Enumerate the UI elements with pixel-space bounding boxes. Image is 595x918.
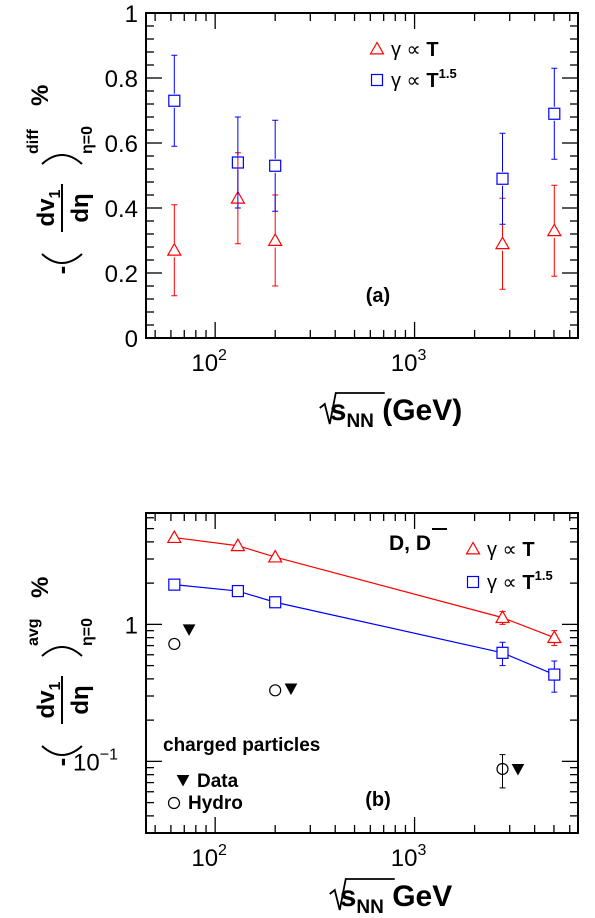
x-tick-label: 103 [391, 347, 427, 377]
y-tick-label: 1 [125, 1, 138, 28]
x-tick-label: 103 [391, 842, 427, 872]
y-title-sup: diff [25, 128, 42, 154]
legend-label: γ ∝ T [487, 539, 535, 561]
species-label: D, D [389, 532, 431, 555]
data-point [511, 763, 525, 776]
series-square [168, 578, 561, 693]
x-tick-label: 102 [191, 347, 227, 377]
legend-label: γ ∝ T1.5 [487, 568, 553, 594]
y-tick-label: 1 [125, 612, 138, 639]
panel-a: 0 0.2 0.4 0.6 0.8 1 102 103 γ ∝ T γ ∝ T1.5 (a) sNN … [25, 1, 579, 432]
data-point [267, 549, 283, 563]
data-point [231, 584, 244, 598]
y-tick-label: 10−1 [73, 746, 118, 776]
data-point [230, 538, 246, 552]
data-point [496, 646, 509, 659]
series-triangle-down [182, 624, 525, 776]
y-tick-label: 0 [125, 326, 138, 353]
data-point [269, 596, 282, 609]
series-line [174, 584, 555, 676]
legend-marker [466, 575, 480, 589]
data-point [496, 172, 509, 185]
plot-frame [145, 12, 579, 339]
series-square [168, 54, 561, 225]
y-title-num: dv1 [33, 681, 64, 718]
data-point [494, 236, 511, 250]
y-tick-label: 0.8 [105, 66, 138, 93]
data-point [267, 232, 283, 246]
y-tick-label: 0.6 [105, 131, 138, 158]
data-point [548, 107, 561, 120]
legend-label-hydro: Hydro [188, 793, 243, 814]
y-title-minus: - [46, 758, 76, 767]
legend-label-data: Data [197, 771, 239, 792]
legend-marker-hydro [167, 796, 181, 810]
y-tick-label: 0.2 [105, 261, 138, 288]
plot-frame [145, 512, 579, 834]
y-title-unit: % [27, 577, 54, 598]
data-point [168, 94, 181, 107]
y-title-den: dη [67, 193, 94, 222]
y-title-sup: avg [25, 618, 42, 646]
legend-marker [465, 541, 481, 555]
series-triangle [166, 152, 562, 297]
data-point [548, 668, 561, 681]
y-title-sub: η=0 [79, 618, 96, 646]
data-point [182, 624, 196, 636]
sqrt-sign [319, 392, 385, 425]
x-tick-label: 102 [191, 842, 227, 872]
legend-marker [369, 41, 385, 55]
sqrt-sign [329, 878, 395, 911]
y-title-num: dv1 [33, 189, 64, 226]
legend-label: γ ∝ T [391, 39, 439, 61]
series-circle [168, 637, 509, 789]
y-title-minus: - [46, 266, 76, 275]
data-point [496, 762, 509, 776]
y-title-den: dη [67, 685, 94, 714]
data-point [168, 578, 181, 591]
series-triangle [166, 529, 562, 647]
panel-b: 1 10−1 102 103 D, D γ ∝ T γ ∝ T1.5 charged part… [25, 512, 579, 918]
legend-marker [370, 73, 384, 87]
y-axis-title: - dv1 dη diff η=0% [25, 85, 96, 275]
data-point [231, 156, 244, 169]
data-point [284, 683, 298, 696]
data-point [269, 159, 282, 172]
data-point [494, 609, 511, 624]
data-point [546, 629, 562, 644]
legend-marker-data [176, 775, 190, 787]
data-point [546, 223, 562, 237]
y-tick-label: 0.4 [105, 196, 138, 223]
data-point [166, 242, 182, 256]
legend-label: γ ∝ T1.5 [391, 66, 457, 92]
panel-label: (b) [365, 789, 391, 811]
x-axis-title: sNN GeV [340, 880, 453, 918]
y-title-sub: η=0 [79, 126, 96, 154]
x-axis-title: sNN (GeV) [330, 394, 463, 432]
panel-label: (a) [366, 285, 390, 307]
data-point [166, 529, 182, 544]
y-axis-title: - dv1 dη avg η=0% [25, 577, 96, 767]
data-point [168, 637, 181, 651]
extra-legend-title: charged particles [163, 735, 320, 756]
data-point [269, 684, 282, 697]
y-title-unit: % [27, 85, 54, 106]
